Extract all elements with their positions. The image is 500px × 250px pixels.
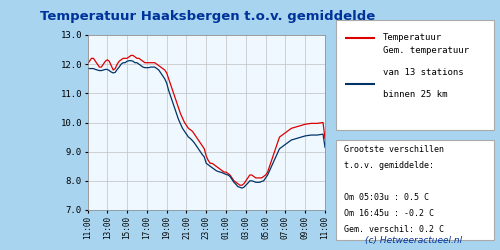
Text: Gem. verschil: 0.2 C: Gem. verschil: 0.2 C [344, 226, 444, 234]
Text: t.o.v. gemiddelde:: t.o.v. gemiddelde: [344, 162, 434, 170]
Text: Gem. temperatuur: Gem. temperatuur [384, 46, 469, 55]
Text: van 13 stations: van 13 stations [384, 68, 464, 77]
Text: Om 05:03u : 0.5 C: Om 05:03u : 0.5 C [344, 194, 429, 202]
Text: (c) Hetweeractueel.nl: (c) Hetweeractueel.nl [366, 236, 462, 244]
Text: Temperatuur: Temperatuur [384, 33, 442, 42]
Text: Grootste verschillen: Grootste verschillen [344, 146, 444, 154]
FancyBboxPatch shape [336, 20, 494, 130]
FancyBboxPatch shape [336, 140, 494, 240]
Text: Temperatuur Haaksbergen t.o.v. gemiddelde: Temperatuur Haaksbergen t.o.v. gemiddeld… [40, 10, 375, 23]
Text: Om 16:45u : -0.2 C: Om 16:45u : -0.2 C [344, 210, 434, 218]
Text: binnen 25 km: binnen 25 km [384, 90, 448, 99]
